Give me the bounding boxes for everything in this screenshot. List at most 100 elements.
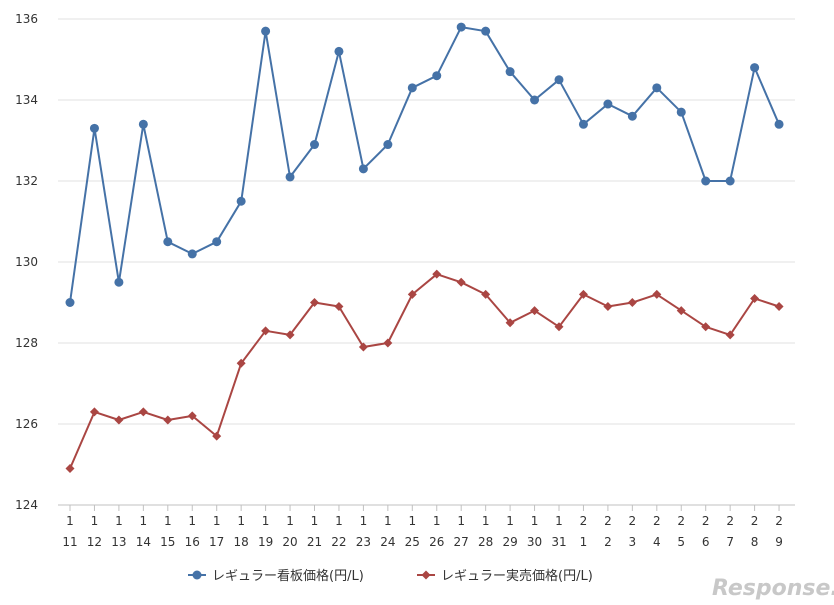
gridlines	[58, 18, 795, 506]
watermark-text: Response.	[712, 576, 834, 601]
x-tick-label-day: 1	[580, 535, 588, 549]
x-tick-label-day: 24	[380, 535, 395, 549]
series-2-point	[774, 302, 784, 312]
x-tick-label-month: 2	[604, 514, 612, 528]
x-tick-label-month: 1	[188, 514, 196, 528]
x-axis-ticks: 1111121131141151161171181191201211221231…	[62, 505, 783, 549]
series-1-point	[456, 22, 466, 32]
series-1-point	[236, 196, 246, 206]
series-layer	[65, 22, 784, 474]
y-tick-label-136: 136	[15, 12, 38, 26]
series-1-point	[334, 46, 344, 56]
series-2-point	[236, 358, 246, 368]
series-2-point	[163, 415, 173, 425]
x-tick-label-month: 1	[360, 514, 368, 528]
x-tick-label-day: 5	[677, 535, 685, 549]
x-tick-label-day: 15	[160, 535, 175, 549]
series-2-point	[627, 298, 637, 307]
series-2-point	[261, 326, 271, 336]
series-1-point	[578, 119, 588, 129]
series-1-point	[285, 172, 295, 182]
x-tick-label-month: 1	[457, 514, 465, 528]
y-tick-label-130: 130	[15, 255, 38, 269]
series-2-point	[187, 411, 197, 421]
x-tick-label-month: 2	[653, 514, 661, 528]
x-tick-label-month: 1	[213, 514, 221, 528]
legend-marker-1	[192, 570, 202, 580]
x-tick-label-month: 2	[677, 514, 685, 528]
series-1-point	[310, 140, 319, 150]
legend-label-2: レギュラー実売価格(円/L)	[441, 568, 593, 584]
series-2-point	[456, 277, 466, 287]
x-tick-label-day: 19	[258, 535, 273, 549]
x-tick-label-day: 29	[502, 535, 517, 549]
y-tick-label-132: 132	[15, 174, 38, 188]
series-2-point	[334, 302, 344, 312]
x-tick-label-month: 1	[286, 514, 294, 528]
x-tick-label-month: 1	[506, 514, 514, 528]
legend-marker-2	[421, 570, 431, 580]
series-1-point	[65, 298, 75, 307]
x-tick-label-day: 26	[429, 535, 444, 549]
x-tick-label-day: 4	[653, 535, 661, 549]
series-2-point	[212, 431, 222, 441]
x-tick-label-day: 27	[454, 535, 469, 549]
series-1-point	[725, 176, 735, 186]
x-tick-label-day: 31	[551, 535, 566, 549]
series-2-point	[358, 342, 368, 352]
x-tick-label-day: 6	[702, 535, 710, 549]
x-tick-label-day: 8	[751, 535, 759, 549]
series-2-point	[89, 407, 99, 417]
series-2-point	[383, 338, 393, 348]
x-tick-label-day: 18	[234, 535, 249, 549]
series-2-point	[530, 306, 540, 316]
x-tick-label-month: 1	[311, 514, 319, 528]
x-tick-label-month: 1	[66, 514, 74, 528]
series-1-point	[383, 140, 393, 150]
x-tick-label-month: 1	[555, 514, 563, 528]
series-2-point	[578, 289, 588, 299]
series-1-point	[407, 83, 417, 93]
x-tick-label-month: 2	[775, 514, 783, 528]
x-tick-label-day: 2	[604, 535, 612, 549]
series-1-point	[530, 95, 540, 105]
series-2-line	[69, 273, 780, 469]
x-tick-label-day: 7	[726, 535, 734, 549]
series-2-point	[285, 330, 295, 340]
x-tick-label-day: 9	[775, 535, 783, 549]
x-tick-label-day: 14	[136, 535, 151, 549]
series-1-point	[627, 111, 637, 121]
series-1-point	[212, 237, 222, 247]
x-tick-label-day: 22	[331, 535, 346, 549]
series-1-point	[358, 164, 368, 174]
y-tick-label-134: 134	[15, 93, 38, 107]
y-tick-label-128: 128	[15, 336, 38, 350]
series-1-point	[701, 176, 711, 186]
series-2-point	[114, 415, 124, 425]
series-1-point	[750, 63, 760, 73]
series-1-point	[432, 71, 442, 81]
x-tick-label-day: 25	[405, 535, 420, 549]
x-tick-label-day: 30	[527, 535, 542, 549]
x-tick-label-day: 13	[111, 535, 126, 549]
x-tick-label-month: 1	[482, 514, 490, 528]
x-tick-label-day: 12	[87, 535, 102, 549]
y-axis-ticks: 124 126 128 130 132 134 136	[15, 12, 38, 512]
x-tick-label-month: 1	[433, 514, 441, 528]
series-1-point	[774, 119, 784, 129]
series-1-point	[163, 237, 173, 247]
x-tick-label-day: 17	[209, 535, 224, 549]
series-1-point	[89, 123, 99, 133]
x-tick-label-day: 21	[307, 535, 322, 549]
legend-label-1: レギュラー看板価格(円/L)	[212, 568, 364, 584]
x-tick-label-month: 2	[726, 514, 734, 528]
series-2-point	[481, 289, 491, 299]
x-tick-label-month: 1	[115, 514, 123, 528]
x-tick-label-day: 3	[629, 535, 637, 549]
x-tick-label-month: 1	[91, 514, 99, 528]
x-tick-label-month: 1	[164, 514, 172, 528]
x-tick-label-day: 11	[62, 535, 77, 549]
x-tick-label-month: 1	[140, 514, 148, 528]
series-2-point	[310, 298, 319, 307]
